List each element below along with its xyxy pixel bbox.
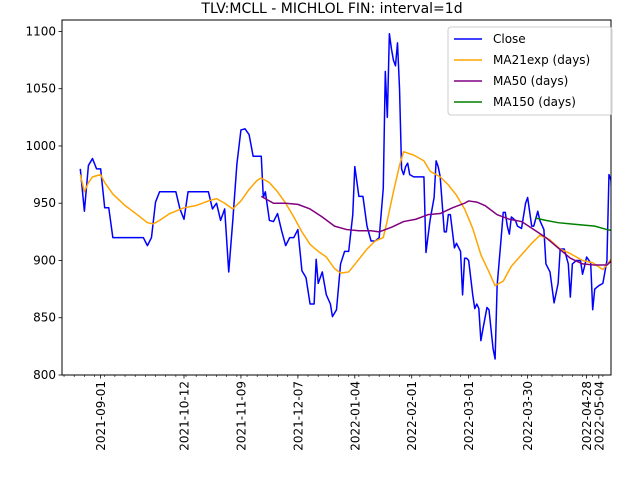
- y-tick-label: 1100: [25, 24, 56, 38]
- x-tick-label: 2021-11-09: [234, 381, 248, 451]
- x-tick-label: 2022-03-01: [462, 381, 476, 451]
- x-tick-label: 2021-12-07: [291, 381, 305, 451]
- legend-label: MA21exp (days): [493, 53, 590, 67]
- legend: Close MA21exp (days) MA50 (days) MA150 (day…: [447, 26, 613, 116]
- x-axis: 2021-09-01 2021-10-12 2021-11-09 2021-12-07…: [63, 375, 606, 451]
- y-tick-label: 900: [33, 253, 56, 267]
- series-line-2: [260, 195, 611, 266]
- y-axis: 800 850 900 950 1000 1050 1100: [25, 24, 62, 382]
- y-tick-label: 800: [33, 368, 56, 382]
- x-tick-label: 2022-04-28: [580, 381, 594, 451]
- series-line-3: [535, 217, 611, 232]
- series-line-0: [79, 32, 611, 360]
- x-tick-label: 2022-01-04: [348, 381, 362, 451]
- x-tick-label: 2022-05-04: [592, 381, 606, 451]
- chart-title: TLV:MCLL - MICHLOL FIN: interval=1d: [200, 1, 462, 17]
- y-tick-label: 850: [33, 311, 56, 325]
- y-tick-label: 950: [33, 196, 56, 210]
- plot-area: [61, 19, 612, 376]
- x-tick-label: 2021-10-12: [178, 381, 192, 451]
- series-line-1: [79, 150, 611, 287]
- x-tick-label: 2021-09-01: [94, 381, 108, 451]
- legend-box: [447, 26, 613, 116]
- legend-label: MA50 (days): [493, 74, 568, 88]
- legend-label: MA150 (days): [493, 95, 576, 109]
- y-tick-label: 1000: [25, 139, 56, 153]
- x-tick-label: 2022-02-01: [405, 381, 419, 451]
- x-tick-label: 2022-03-30: [521, 381, 535, 451]
- legend-label: Close: [493, 32, 526, 46]
- plot-frame: [61, 19, 612, 376]
- y-tick-label: 1050: [25, 82, 56, 96]
